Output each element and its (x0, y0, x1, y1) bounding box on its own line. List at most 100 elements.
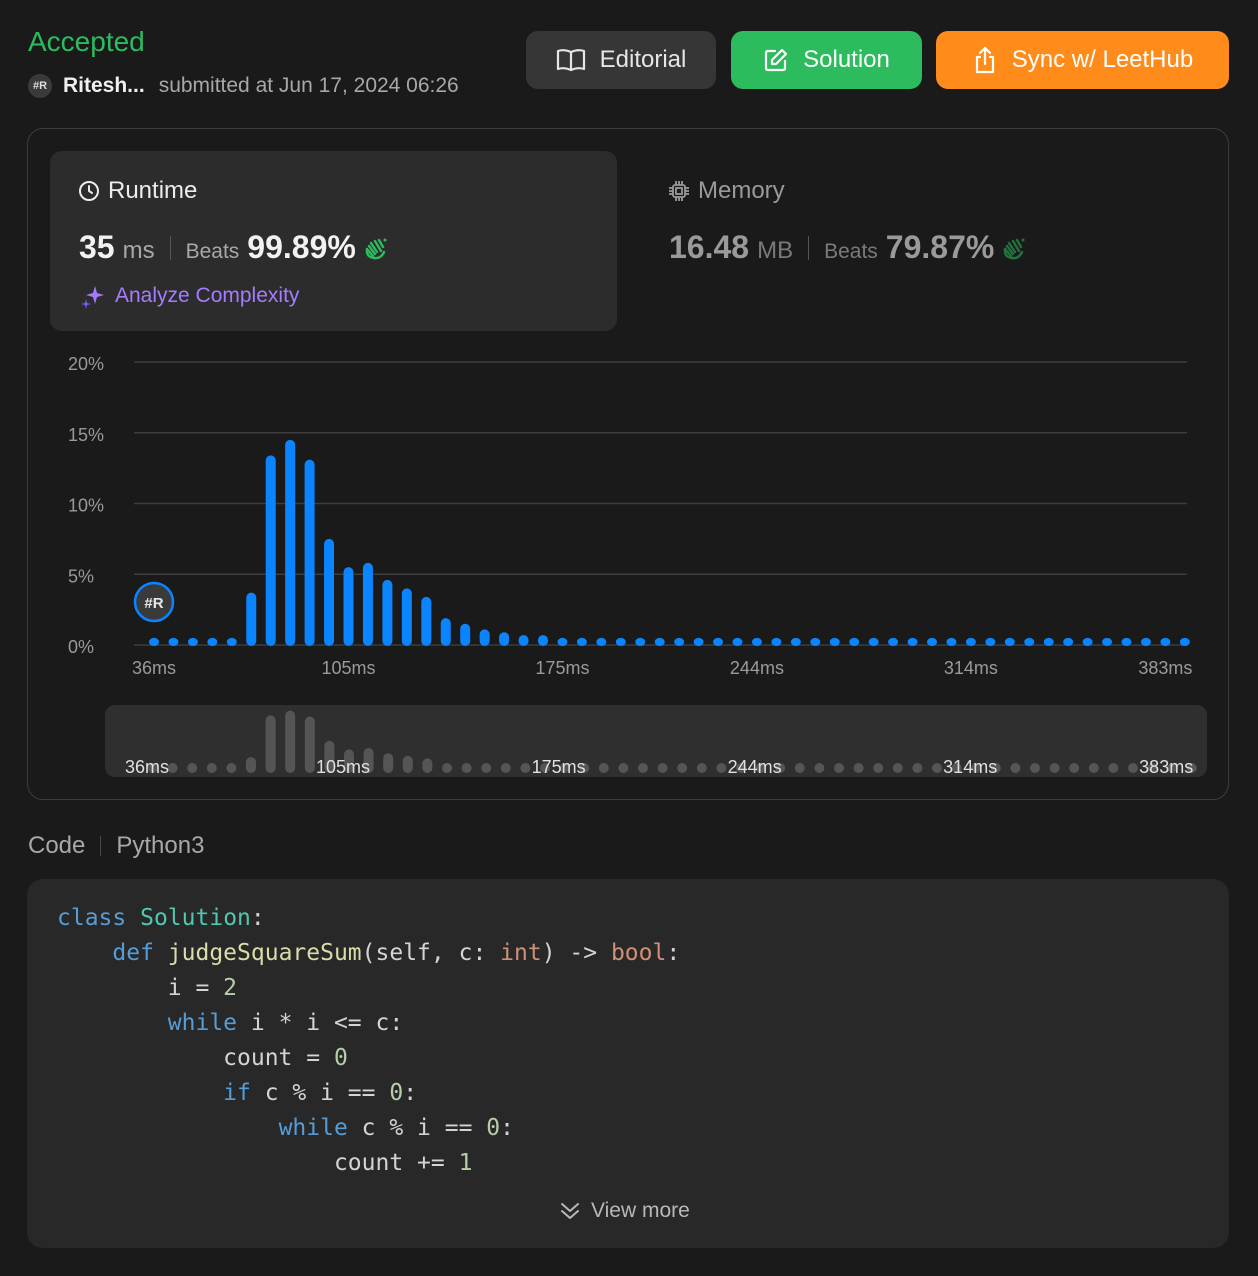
chart-bar[interactable] (362, 562, 373, 646)
chart-bar[interactable] (460, 623, 471, 646)
minimap-bar (990, 763, 1001, 773)
chart-bar[interactable] (985, 637, 996, 646)
chart-bar[interactable] (499, 632, 510, 646)
chart-bar[interactable] (304, 459, 315, 646)
chart-bar[interactable] (421, 596, 432, 646)
chart-bar[interactable] (440, 618, 451, 646)
chart-bar[interactable] (168, 637, 179, 646)
minimap-bar (344, 749, 354, 773)
share-icon (975, 46, 994, 74)
chart-bar[interactable] (479, 629, 490, 646)
chart-bar[interactable] (693, 637, 704, 646)
chart-bar[interactable] (187, 637, 198, 646)
minimap-bar (540, 763, 550, 773)
minimap-bar (853, 763, 864, 773)
stats-panel (27, 128, 1229, 800)
y-tick-label: 0% (68, 637, 94, 657)
chart-bar[interactable] (382, 579, 393, 646)
your-submission-marker[interactable]: #R (133, 581, 175, 623)
chart-bar[interactable] (829, 637, 840, 646)
chart-bar[interactable] (265, 455, 276, 646)
x-tick-label: 105ms (321, 658, 375, 678)
chart-bar[interactable] (285, 439, 296, 646)
minimap-bar (1049, 763, 1060, 773)
marker-label: #R (144, 595, 163, 612)
chart-minimap[interactable]: 36ms 105ms 175ms 244ms 314ms 383ms (105, 705, 1207, 777)
chart-bar[interactable] (518, 635, 529, 646)
chart-bar[interactable] (576, 637, 587, 646)
chart-bar[interactable] (1024, 637, 1035, 646)
sync-leethub-button[interactable]: Sync w/ LeetHub (936, 31, 1229, 89)
chart-range-scroller[interactable]: 36ms 105ms 175ms 244ms 314ms 383ms (105, 705, 1207, 777)
username[interactable]: Ritesh... (63, 74, 145, 97)
minimap-tick-label: 105ms (316, 757, 370, 777)
chart-bar[interactable] (401, 588, 412, 646)
minimap-tick-label: 244ms (728, 757, 782, 777)
chart-bar[interactable] (965, 637, 976, 646)
sync-label: Sync w/ LeetHub (1011, 46, 1194, 73)
chart-bar[interactable] (751, 637, 762, 646)
chart-bar[interactable] (1179, 637, 1190, 646)
chart-bar[interactable] (538, 635, 548, 646)
chart-bar[interactable] (907, 637, 918, 646)
minimap-bar (1147, 763, 1158, 773)
chart-bar[interactable] (557, 637, 568, 646)
chart-bar[interactable] (946, 637, 957, 646)
chart-bar[interactable] (596, 637, 607, 646)
minimap-bar (246, 757, 256, 773)
analyze-complexity-link[interactable]: Analyze Complexity (80, 283, 299, 309)
minimap-bar (461, 763, 472, 773)
chart-bar[interactable] (246, 592, 257, 646)
chart-bar[interactable] (927, 637, 937, 646)
chart-bar[interactable] (635, 637, 646, 646)
y-tick-label: 20% (68, 354, 104, 374)
chart-bar[interactable] (790, 637, 801, 646)
chart-bar[interactable] (810, 637, 821, 646)
clapping-hands-icon (365, 238, 387, 259)
memory-title[interactable]: Memory (668, 177, 785, 205)
chart-bar[interactable] (1004, 637, 1015, 646)
chart-bar[interactable] (149, 637, 159, 646)
chart-bar[interactable] (1043, 637, 1054, 646)
minimap-bar (677, 763, 688, 773)
minimap-bar (775, 763, 786, 773)
chart-bar[interactable] (1102, 637, 1113, 646)
chart-bar[interactable] (1063, 637, 1074, 646)
minimap-bar (520, 763, 531, 773)
avatar[interactable]: #R (28, 74, 52, 98)
editorial-button[interactable]: Editorial (526, 31, 716, 89)
chart-bar[interactable] (207, 637, 218, 646)
chart-bar[interactable] (888, 637, 899, 646)
chart-bar[interactable] (1082, 637, 1093, 646)
runtime-card[interactable]: Runtime 35 ms Beats 99.89% (50, 151, 617, 331)
minimap-bar (1108, 763, 1119, 773)
runtime-distribution-chart[interactable]: 20% 15% 10% 5% 0% 36ms 105ms 175ms 244ms 314ms 38… (40, 340, 1200, 695)
minimap-bar (559, 763, 570, 773)
chart-bar[interactable] (654, 637, 665, 646)
chart-bar[interactable] (1160, 637, 1171, 646)
view-more-button[interactable]: View more (559, 1199, 690, 1223)
minimap-bar (1088, 763, 1099, 773)
chart-bar[interactable] (226, 637, 237, 646)
chart-bars[interactable] (149, 439, 1190, 646)
chart-bar[interactable] (849, 637, 860, 646)
chart-bar[interactable] (1121, 637, 1132, 646)
chart-bar[interactable] (868, 637, 879, 646)
chip-icon (669, 181, 689, 201)
code-block[interactable]: class Solution: def judgeSquareSum(self,… (27, 879, 1229, 1248)
minimap-bar (814, 763, 825, 773)
chart-bar[interactable] (324, 538, 335, 646)
minimap-bar (148, 763, 158, 773)
chart-bar[interactable] (615, 637, 626, 646)
minimap-bar (187, 763, 198, 773)
chart-bar[interactable] (343, 567, 354, 646)
chart-bar[interactable] (674, 637, 685, 646)
clock-icon (79, 181, 99, 201)
x-tick-label: 36ms (132, 658, 176, 678)
chart-bar[interactable] (713, 637, 724, 646)
chart-bar[interactable] (771, 637, 782, 646)
chart-bar[interactable] (732, 637, 743, 646)
chart-bar[interactable] (1140, 637, 1151, 646)
runtime-metric: 35 ms Beats 99.89% (79, 229, 390, 266)
solution-button[interactable]: Solution (731, 31, 922, 89)
